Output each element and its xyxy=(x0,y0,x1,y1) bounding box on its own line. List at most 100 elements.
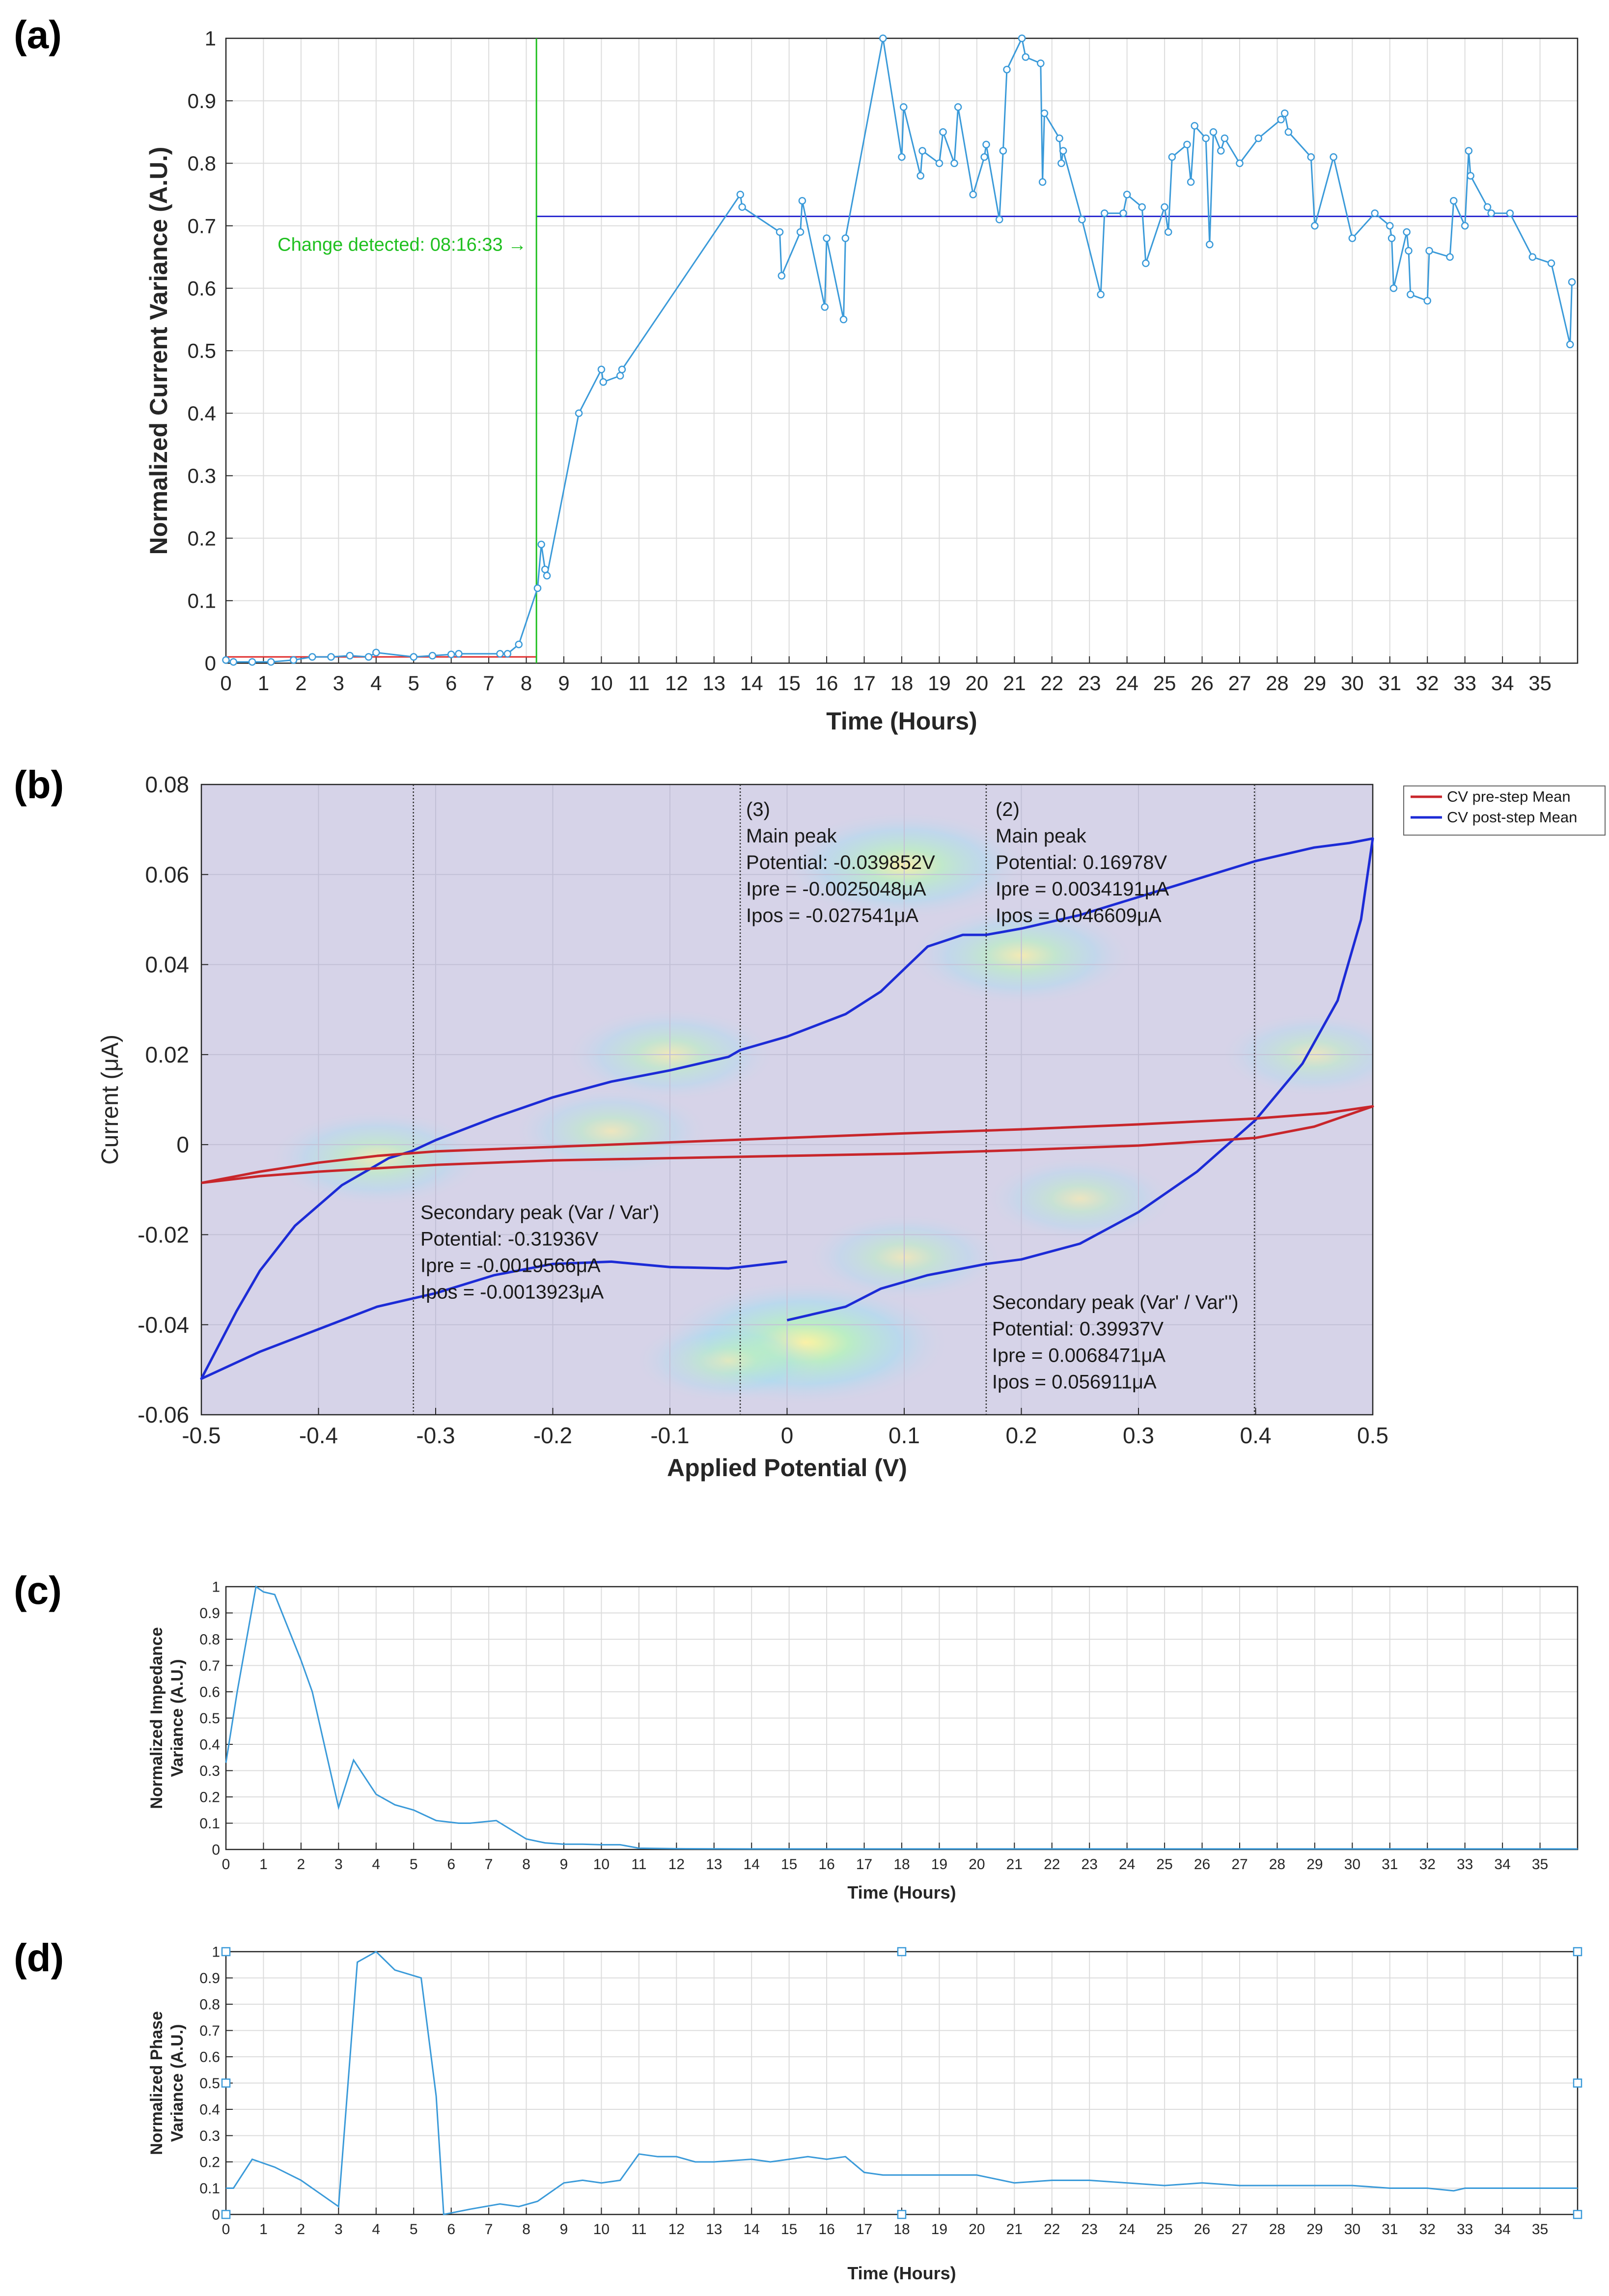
data-point xyxy=(308,653,316,661)
data-point xyxy=(229,658,238,666)
x-tick-label: 30 xyxy=(1341,672,1364,695)
y-axis-label: Variance (A.U.) xyxy=(168,2024,187,2142)
x-tick-label: 28 xyxy=(1266,672,1289,695)
data-point xyxy=(575,409,583,417)
data-point xyxy=(1568,278,1576,286)
x-tick-label: 19 xyxy=(931,1856,947,1873)
data-point xyxy=(1506,209,1514,217)
x-tick-label: 9 xyxy=(560,2221,568,2238)
data-point xyxy=(1405,247,1413,255)
x-tick-label: 33 xyxy=(1453,672,1476,695)
y-tick-label: 0.9 xyxy=(199,1970,220,1987)
x-tick-label: 31 xyxy=(1382,2221,1398,2238)
x-tick-label: 16 xyxy=(818,2221,834,2238)
y-tick-label: 0.8 xyxy=(188,152,216,175)
heat-spot-5 xyxy=(512,1086,711,1176)
data-point xyxy=(1078,216,1086,224)
x-tick-label: 23 xyxy=(1082,2221,1098,2238)
data-point xyxy=(533,584,542,592)
data-point xyxy=(537,540,545,549)
x-tick-label: 8 xyxy=(522,1856,530,1873)
x-tick-label: 2 xyxy=(295,672,306,695)
data-point xyxy=(1206,241,1214,249)
panel-label: (a) xyxy=(14,13,62,56)
x-tick-label: 9 xyxy=(558,672,569,695)
data-point xyxy=(1547,259,1555,267)
data-point xyxy=(1254,134,1262,142)
y-tick-label: 0.9 xyxy=(188,89,216,112)
x-tick-label: 22 xyxy=(1044,2221,1060,2238)
x-tick-label: 20 xyxy=(969,1856,985,1873)
x-tick-label: 6 xyxy=(445,672,457,695)
y-tick-label: 0.1 xyxy=(188,589,216,613)
peak-annotation-line: Ipos = 0.056911μA xyxy=(992,1372,1157,1393)
data-point xyxy=(327,653,335,661)
x-tick-label: 26 xyxy=(1194,2221,1210,2238)
data-point xyxy=(346,651,354,660)
data-point xyxy=(1407,290,1415,299)
x-tick-label: 30 xyxy=(1344,1856,1360,1873)
x-tick-label: 26 xyxy=(1191,672,1214,695)
x-tick-label: 29 xyxy=(1306,1856,1323,1873)
x-tick-label: 12 xyxy=(668,1856,685,1873)
data-point xyxy=(447,650,455,658)
series-line xyxy=(226,1951,1578,2215)
data-point xyxy=(918,147,926,155)
x-tick-label: 5 xyxy=(410,1856,418,1873)
peak-annotation-line: Ipre = 0.0068471μA xyxy=(992,1345,1166,1367)
data-point xyxy=(982,140,990,148)
data-point xyxy=(900,103,908,111)
y-tick-label: 0 xyxy=(212,2207,220,2223)
x-tick-label: 3 xyxy=(333,672,344,695)
x-tick-label: 11 xyxy=(631,1856,646,1873)
y-tick-label: 0.06 xyxy=(145,862,189,887)
x-tick-label: 17 xyxy=(856,2221,872,2238)
x-tick-label: 20 xyxy=(969,2221,985,2238)
x-tick-label: 7 xyxy=(483,672,494,695)
data-point xyxy=(1449,196,1458,205)
x-tick-label: 4 xyxy=(372,2221,380,2238)
legend-box xyxy=(1403,785,1606,836)
data-point xyxy=(1040,109,1049,117)
x-tick-label: 25 xyxy=(1153,672,1176,695)
peak-annotation-line: Secondary peak (Var / Var') xyxy=(420,1202,659,1223)
x-tick-label: 14 xyxy=(744,2221,760,2238)
peak-annotation-line: Ipos = -0.0013923μA xyxy=(420,1281,604,1303)
x-tick-label: 19 xyxy=(928,672,951,695)
data-point xyxy=(1168,153,1176,161)
data-point xyxy=(289,656,298,664)
y-tick-label: 0.04 xyxy=(145,952,189,978)
x-tick-label: 21 xyxy=(1006,1856,1023,1873)
x-tick-label: 35 xyxy=(1532,2221,1548,2238)
peak-annotation-line: Ipre = 0.0034191μA xyxy=(996,878,1169,900)
x-tick-label: 15 xyxy=(781,2221,797,2238)
y-tick-label: 0.02 xyxy=(145,1042,189,1067)
cv-post-step-curve xyxy=(200,837,1374,1380)
x-tick-label: 22 xyxy=(1044,1856,1060,1873)
x-tick-label: 24 xyxy=(1115,672,1138,695)
x-tick-label: 33 xyxy=(1457,1856,1473,1873)
peak-annotation-line: Ipos = -0.027541μA xyxy=(746,905,918,926)
data-point xyxy=(1018,34,1026,42)
data-point xyxy=(372,648,380,657)
x-tick-label: 0 xyxy=(222,2221,230,2238)
y-tick-label: 0.6 xyxy=(188,277,216,300)
data-point xyxy=(736,191,745,198)
data-point xyxy=(222,656,230,664)
y-tick-label: 0.8 xyxy=(199,1632,220,1648)
data-point xyxy=(1446,253,1454,261)
data-point xyxy=(248,658,256,666)
y-tick-label: 0.3 xyxy=(199,1763,220,1779)
data-point xyxy=(954,103,962,111)
x-tick-label: 18 xyxy=(893,1856,910,1873)
data-point xyxy=(1059,147,1067,155)
x-tick-label: 8 xyxy=(521,672,532,695)
x-tick-label: 32 xyxy=(1419,1856,1436,1873)
peak-annotation-line: (2) xyxy=(996,799,1020,820)
selection-handle xyxy=(1573,1947,1582,1957)
x-tick-label: 2 xyxy=(297,2221,305,2238)
data-point xyxy=(1425,247,1433,255)
x-tick-label: 5 xyxy=(408,672,419,695)
data-point xyxy=(841,234,850,242)
x-tick-label: 12 xyxy=(665,672,688,695)
